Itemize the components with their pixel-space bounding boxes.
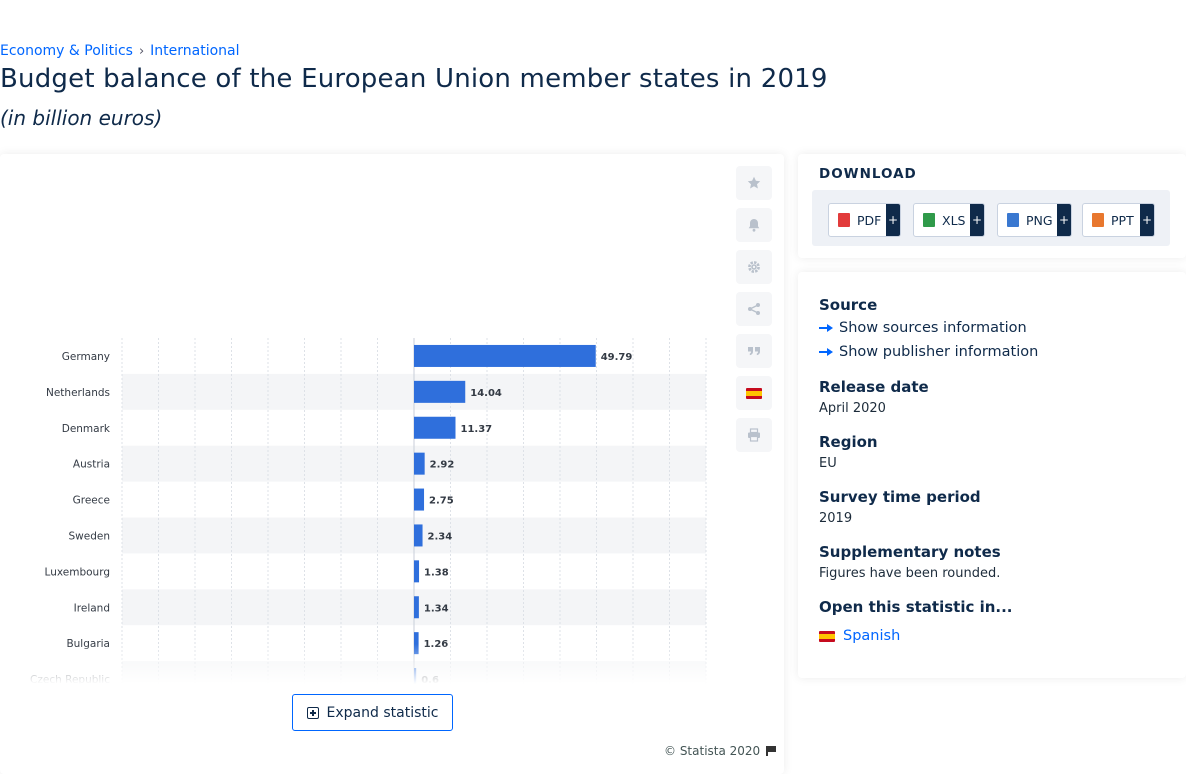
page-title: Budget balance of the European Union mem… bbox=[0, 64, 828, 94]
region-value: EU bbox=[819, 456, 837, 471]
bar-denmark[interactable] bbox=[414, 416, 456, 439]
download-pdf-label: PDF bbox=[857, 212, 882, 228]
chart-toolbar bbox=[736, 166, 772, 460]
survey-period-heading: Survey time period bbox=[819, 488, 981, 506]
breadcrumb-separator: › bbox=[138, 43, 145, 59]
bar-greece[interactable] bbox=[414, 488, 425, 511]
expand-statistic-label: Expand statistic bbox=[326, 704, 439, 721]
chart-card: Germany 49.79 Netherlands 14.04 Denmark 11.37… bbox=[0, 154, 784, 774]
expand-icon bbox=[306, 706, 319, 719]
share-button[interactable] bbox=[736, 292, 772, 326]
bar-luxembourg[interactable] bbox=[414, 560, 420, 583]
release-date-heading: Release date bbox=[819, 378, 929, 396]
show-publisher-label: Show publisher information bbox=[839, 344, 1039, 360]
value-label: 14.04 bbox=[470, 388, 502, 399]
download-png-label: PNG bbox=[1026, 212, 1053, 228]
favorite-button[interactable] bbox=[736, 166, 772, 200]
category-label: Denmark bbox=[62, 423, 111, 435]
arrow-right-icon bbox=[819, 347, 833, 357]
supplementary-notes-value: Figures have been rounded. bbox=[819, 566, 1001, 581]
region-heading: Region bbox=[819, 433, 878, 451]
download-ppt-button[interactable]: PPT + bbox=[1082, 203, 1155, 237]
png-file-icon bbox=[1007, 213, 1019, 227]
download-png-plus[interactable]: + bbox=[1057, 204, 1071, 236]
page-subtitle: (in billion euros) bbox=[0, 106, 163, 130]
bar-ireland[interactable] bbox=[414, 596, 419, 619]
arrow-right-icon bbox=[819, 323, 833, 333]
notification-button[interactable] bbox=[736, 208, 772, 242]
pdf-file-icon bbox=[838, 213, 850, 227]
breadcrumb: Economy & Politics › International bbox=[0, 43, 240, 59]
download-xls-button[interactable]: XLS + bbox=[913, 203, 985, 237]
open-statistic-heading: Open this statistic in... bbox=[819, 598, 1013, 616]
show-publisher-link[interactable]: Show publisher information bbox=[819, 344, 1038, 360]
value-label: 2.75 bbox=[429, 496, 454, 507]
value-label: 2.92 bbox=[430, 460, 455, 471]
bar-bulgaria[interactable] bbox=[414, 632, 419, 655]
download-pdf-button[interactable]: PDF + bbox=[828, 203, 901, 237]
category-label: Sweden bbox=[69, 530, 111, 542]
bar-austria[interactable] bbox=[414, 452, 425, 475]
bell-icon bbox=[748, 219, 760, 232]
spanish-flag-icon bbox=[819, 630, 835, 642]
category-label: Greece bbox=[73, 495, 110, 507]
bar-netherlands[interactable] bbox=[414, 380, 466, 403]
star-icon bbox=[747, 176, 761, 189]
category-label: Netherlands bbox=[46, 387, 110, 399]
category-label: Germany bbox=[62, 351, 110, 363]
share-icon bbox=[748, 303, 760, 315]
gear-icon bbox=[748, 261, 760, 273]
copyright-text: © Statista 2020 bbox=[664, 744, 761, 758]
spanish-flag-icon bbox=[746, 387, 762, 399]
value-label: 49.79 bbox=[601, 352, 633, 363]
value-label: 2.34 bbox=[428, 531, 453, 542]
category-label: Austria bbox=[73, 459, 110, 471]
value-label: 1.34 bbox=[424, 603, 449, 614]
download-pdf-plus[interactable]: + bbox=[886, 204, 900, 236]
download-ppt-label: PPT bbox=[1111, 212, 1134, 228]
download-png-button[interactable]: PNG + bbox=[997, 203, 1072, 237]
breadcrumb-international[interactable]: International bbox=[150, 43, 240, 59]
source-heading: Source bbox=[819, 296, 878, 314]
copyright: © Statista 2020 bbox=[664, 744, 777, 758]
download-buttons: PDF + XLS + PNG + PPT + bbox=[812, 190, 1170, 246]
open-in-spanish-link[interactable]: Spanish bbox=[819, 628, 900, 644]
release-date-value: April 2020 bbox=[819, 401, 886, 416]
bar-sweden[interactable] bbox=[414, 524, 423, 547]
download-xls-plus[interactable]: + bbox=[970, 204, 984, 236]
survey-period-value: 2019 bbox=[819, 511, 853, 526]
statistic-details-card: Source Show sources information Show pub… bbox=[798, 272, 1186, 678]
download-card: DOWNLOAD PDF + XLS + PNG + PPT + bbox=[798, 154, 1186, 258]
bar-chart: Germany 49.79 Netherlands 14.04 Denmark 11.37… bbox=[0, 338, 730, 684]
print-button[interactable] bbox=[736, 418, 772, 452]
value-label: 11.37 bbox=[461, 424, 493, 435]
quote-icon bbox=[748, 347, 760, 356]
category-label: Luxembourg bbox=[45, 566, 110, 578]
download-ppt-plus[interactable]: + bbox=[1140, 204, 1154, 236]
show-sources-label: Show sources information bbox=[839, 320, 1027, 336]
download-xls-label: XLS bbox=[942, 212, 966, 228]
supplementary-notes-heading: Supplementary notes bbox=[819, 543, 1001, 561]
ppt-file-icon bbox=[1092, 213, 1104, 227]
open-in-spanish-label: Spanish bbox=[843, 628, 901, 644]
bar-germany[interactable] bbox=[414, 344, 596, 367]
chart-fade-overlay bbox=[0, 644, 730, 684]
xls-file-icon bbox=[923, 213, 935, 227]
breadcrumb-economy-politics[interactable]: Economy & Politics bbox=[0, 43, 133, 59]
category-label: Ireland bbox=[74, 602, 110, 614]
settings-button[interactable] bbox=[736, 250, 772, 284]
cite-button[interactable] bbox=[736, 334, 772, 368]
print-icon bbox=[748, 428, 760, 442]
download-title: DOWNLOAD bbox=[819, 166, 917, 182]
value-label: 1.38 bbox=[424, 567, 449, 578]
spanish-version-button[interactable] bbox=[736, 376, 772, 410]
show-sources-link[interactable]: Show sources information bbox=[819, 320, 1027, 336]
expand-statistic-button[interactable]: Expand statistic bbox=[292, 694, 453, 731]
report-flag-icon[interactable] bbox=[766, 746, 777, 756]
